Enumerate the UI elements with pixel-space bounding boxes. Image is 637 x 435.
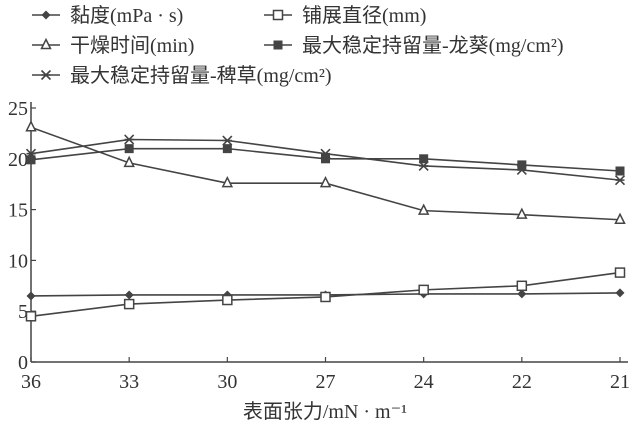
- x-tick-label: 30: [217, 371, 237, 393]
- y-tick-label: 10: [8, 250, 28, 272]
- y-tick-label: 0: [18, 352, 28, 374]
- triangle-marker: [221, 176, 234, 188]
- triangle-marker: [25, 120, 37, 132]
- y-tick-label: 5: [18, 301, 28, 323]
- y-tick-label: 25: [8, 98, 28, 120]
- square-marker: [614, 267, 626, 278]
- y-tick-label: 15: [8, 200, 28, 222]
- diamond-marker: [41, 10, 51, 20]
- asterisk-marker: [26, 155, 36, 165]
- cross-marker: [614, 175, 626, 186]
- cross-marker: [516, 164, 527, 176]
- square-marker: [418, 284, 429, 296]
- x-tick-label: 22: [512, 371, 532, 393]
- series-5: [25, 134, 626, 186]
- y-tick-label: 20: [8, 149, 28, 171]
- diamond-marker: [26, 291, 36, 301]
- legend-item: 干燥时间(min): [32, 34, 194, 57]
- legend-item: 铺展直径(mm): [264, 4, 426, 27]
- square-marker: [25, 311, 37, 322]
- square-marker: [272, 9, 284, 21]
- x-tick-label: 33: [119, 371, 139, 393]
- x-tick-label: 21: [610, 371, 630, 393]
- cross-marker: [418, 160, 429, 171]
- legend-label: 最大稳定持留量-稗草(mg/cm²): [70, 64, 332, 87]
- asterisk-marker: [124, 144, 134, 154]
- legend-label: 最大稳定持留量-龙葵(mg/cm²): [302, 34, 564, 57]
- square-marker: [123, 298, 135, 310]
- legend-item: 黏度(mPa · s): [32, 4, 183, 27]
- cross-marker: [320, 148, 331, 159]
- x-tick-label: 36: [21, 371, 41, 393]
- square-marker: [320, 291, 331, 303]
- legend-label: 干燥时间(min): [70, 34, 194, 57]
- x-tick-label: 24: [414, 371, 434, 393]
- cross-marker: [25, 148, 37, 159]
- triangle-marker: [614, 212, 626, 225]
- cross-marker: [40, 69, 52, 81]
- triangle-marker: [319, 176, 332, 188]
- triangle-marker: [417, 203, 430, 215]
- series-4: [26, 144, 625, 176]
- cross-marker: [124, 134, 135, 145]
- legend-item: 最大稳定持留量-稗草(mg/cm²): [32, 64, 332, 87]
- asterisk-marker: [419, 154, 429, 164]
- asterisk-marker: [517, 160, 527, 170]
- legend-label: 铺展直径(mm): [302, 4, 426, 27]
- asterisk-marker: [273, 40, 283, 50]
- asterisk-marker: [321, 154, 330, 164]
- legend-item: 最大稳定持留量-龙葵(mg/cm²): [264, 34, 564, 57]
- series-3: [25, 120, 626, 225]
- x-tick-label: 27: [316, 371, 336, 393]
- triangle-marker: [516, 207, 528, 219]
- square-marker: [222, 294, 233, 306]
- diamond-marker: [615, 288, 625, 298]
- series-2: [25, 267, 626, 322]
- diamond-marker: [124, 290, 134, 300]
- triangle-marker: [40, 37, 52, 50]
- legend-label: 黏度(mPa · s): [70, 4, 183, 27]
- asterisk-marker: [615, 166, 625, 176]
- x-axis-label: 表面张力/mN · m⁻¹: [243, 400, 407, 423]
- asterisk-marker: [222, 144, 232, 154]
- cross-marker: [222, 135, 233, 146]
- square-marker: [516, 280, 528, 292]
- diamond-marker: [517, 289, 527, 299]
- triangle-marker: [123, 155, 135, 168]
